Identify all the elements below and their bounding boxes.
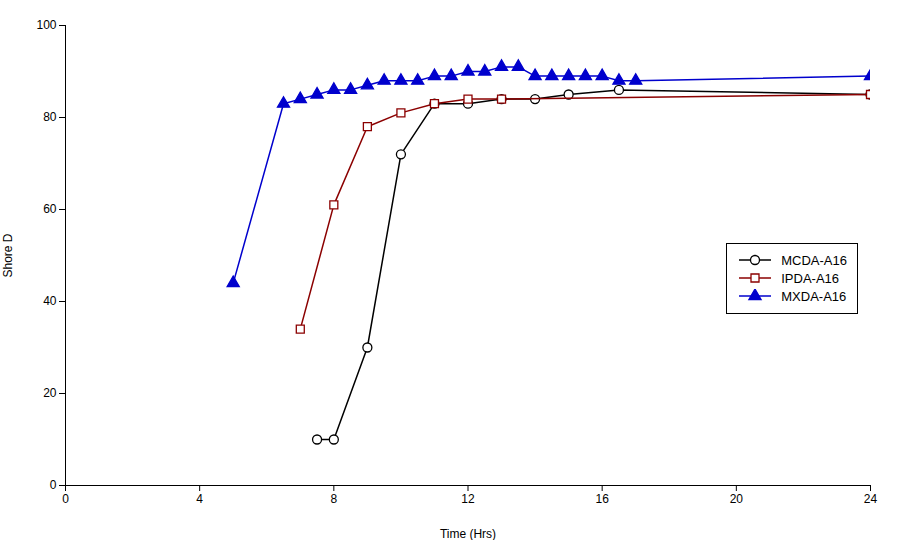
svg-text:20: 20: [43, 386, 57, 400]
html-text:IPDA-A16: IPDA-A16: [781, 270, 840, 286]
svg-text:60: 60: [43, 202, 57, 216]
svg-text:Shore D: Shore D: [1, 233, 15, 277]
svg-text:40: 40: [43, 294, 57, 308]
html-text:MXDA-A16: MXDA-A16: [781, 288, 847, 304]
svg-text:20: 20: [730, 492, 744, 506]
svg-text:4: 4: [196, 492, 203, 506]
svg-text:8: 8: [330, 492, 337, 506]
html-text:MCDA-A16: MCDA-A16: [781, 252, 847, 268]
svg-text:0: 0: [50, 478, 57, 492]
svg-text:12: 12: [461, 492, 475, 506]
svg-text:16: 16: [595, 492, 609, 506]
svg-text:Time (Hrs): Time (Hrs): [440, 527, 496, 541]
svg-text:80: 80: [43, 110, 57, 124]
svg-text:24: 24: [864, 492, 878, 506]
svg-text:100: 100: [36, 18, 56, 32]
svg-text:0: 0: [62, 492, 69, 506]
